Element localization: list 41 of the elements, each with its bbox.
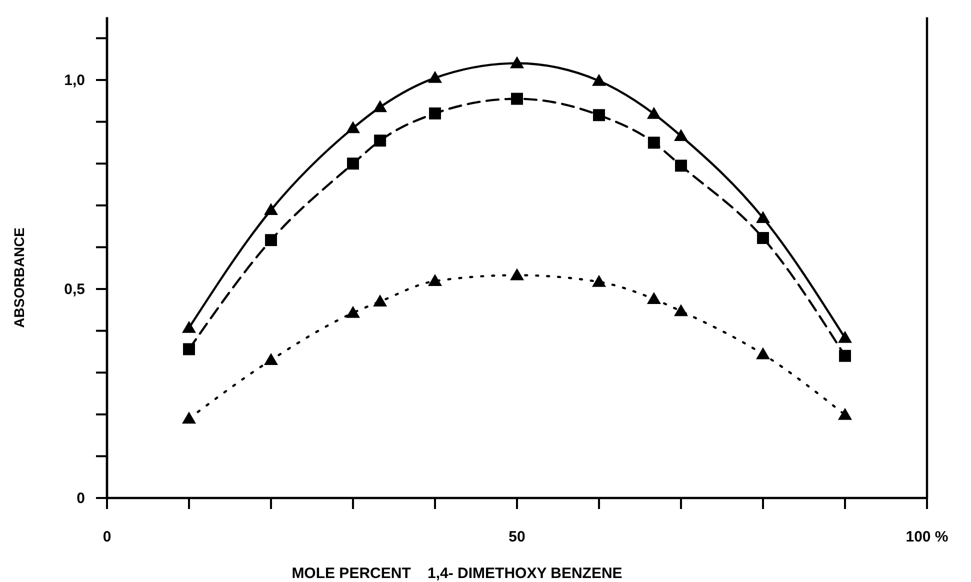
point — [593, 109, 605, 122]
point — [592, 274, 606, 287]
point — [373, 294, 388, 307]
point — [648, 136, 660, 149]
point — [346, 121, 360, 134]
point — [374, 134, 386, 147]
point — [347, 158, 359, 170]
point — [839, 350, 851, 362]
point — [182, 320, 196, 333]
point — [428, 70, 442, 83]
point — [264, 203, 278, 215]
point — [756, 347, 770, 360]
point — [429, 107, 441, 120]
point — [510, 56, 524, 68]
point — [265, 234, 277, 246]
y-tick-label: 1,0 — [64, 72, 85, 89]
point — [183, 343, 195, 356]
y-tick-label: 0,5 — [64, 280, 85, 298]
point — [674, 129, 688, 142]
point — [756, 210, 770, 223]
x-tick-label: 100 % — [906, 528, 948, 546]
point — [592, 74, 606, 86]
point — [428, 274, 442, 286]
y-axis-title: ABSORBANCE — [11, 227, 27, 328]
point — [264, 353, 278, 366]
point — [838, 330, 852, 343]
point — [510, 268, 524, 280]
point — [373, 100, 388, 112]
point — [674, 304, 688, 316]
point — [346, 306, 360, 318]
point — [757, 232, 769, 244]
point — [646, 292, 661, 304]
point — [675, 160, 687, 172]
point — [511, 92, 523, 105]
point — [646, 106, 661, 119]
point — [838, 408, 852, 420]
x-axis-title: MOLE PERCENT 1,4- DIMETHOXY BENZENE — [292, 565, 622, 582]
x-tick-label: 50 — [508, 528, 526, 546]
point — [182, 412, 196, 424]
x-tick-label: 0 — [102, 528, 112, 546]
y-tick-label: 0 — [76, 490, 85, 507]
